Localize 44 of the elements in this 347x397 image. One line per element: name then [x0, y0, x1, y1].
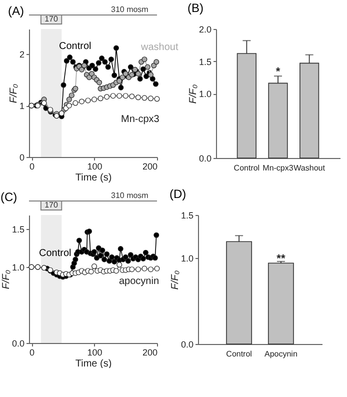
y-tick-label: 2 — [19, 50, 24, 60]
x-tick-label: 0 — [30, 348, 35, 358]
x-tick-label: Washout — [294, 164, 326, 172]
series-label: Control — [59, 41, 92, 52]
y-tick-label: 1.0 — [180, 254, 194, 264]
y-tick-label: 1.5 — [180, 210, 194, 220]
band-label: 170 — [44, 14, 58, 24]
text: 310 mosm — [111, 191, 149, 200]
y-axis-title: F/F₀ — [188, 84, 199, 104]
y-tick-label: 0.0 — [198, 154, 212, 164]
y-tick-label: 1.5 — [198, 56, 212, 67]
series-label: Mn-cpx3 — [121, 114, 160, 125]
y-tick-label: 0.0 — [12, 338, 24, 348]
series-label: Control — [39, 248, 72, 259]
x-tick-label: 100 — [87, 162, 102, 172]
x-tick-label: 200 — [142, 162, 158, 172]
x-axis-title: Time (s) — [75, 172, 112, 184]
chart-title: (A) — [8, 4, 24, 18]
x-tick-label: Apocynin — [264, 350, 298, 358]
band-label: 170 — [44, 200, 58, 210]
y-tick-label: 1.5 — [12, 224, 24, 235]
series-label: washout — [140, 42, 178, 53]
x-tick-label: Control — [234, 164, 260, 172]
x-tick-label: 100 — [87, 348, 102, 358]
y-tick-label: 1.0 — [198, 89, 212, 99]
chart-title: (D) — [169, 187, 186, 201]
annotation: ** — [276, 252, 286, 265]
chart-title: (C) — [0, 190, 18, 204]
y-tick-label: 2.0 — [198, 24, 212, 34]
y-tick-label: 0 — [19, 152, 24, 162]
x-tick-label: Control — [226, 350, 252, 358]
series-label: apocynin — [119, 276, 160, 287]
y-axis-title: F/F₀ — [8, 84, 20, 104]
x-tick-label: 200 — [142, 348, 158, 358]
chart-title: (B) — [187, 1, 204, 15]
x-tick-label: 0 — [30, 162, 35, 172]
y-axis-title: F/F₀ — [170, 270, 181, 290]
y-tick-label: 1 — [19, 101, 24, 112]
text: 310 mosm — [111, 5, 149, 14]
y-axis-title: F/F₀ — [0, 270, 12, 290]
annotation: * — [276, 66, 281, 78]
y-tick-label: 1.0 — [12, 262, 24, 273]
y-tick-label: 0.0 — [180, 340, 194, 350]
x-tick-label: Mn-cpx3 — [262, 164, 294, 172]
